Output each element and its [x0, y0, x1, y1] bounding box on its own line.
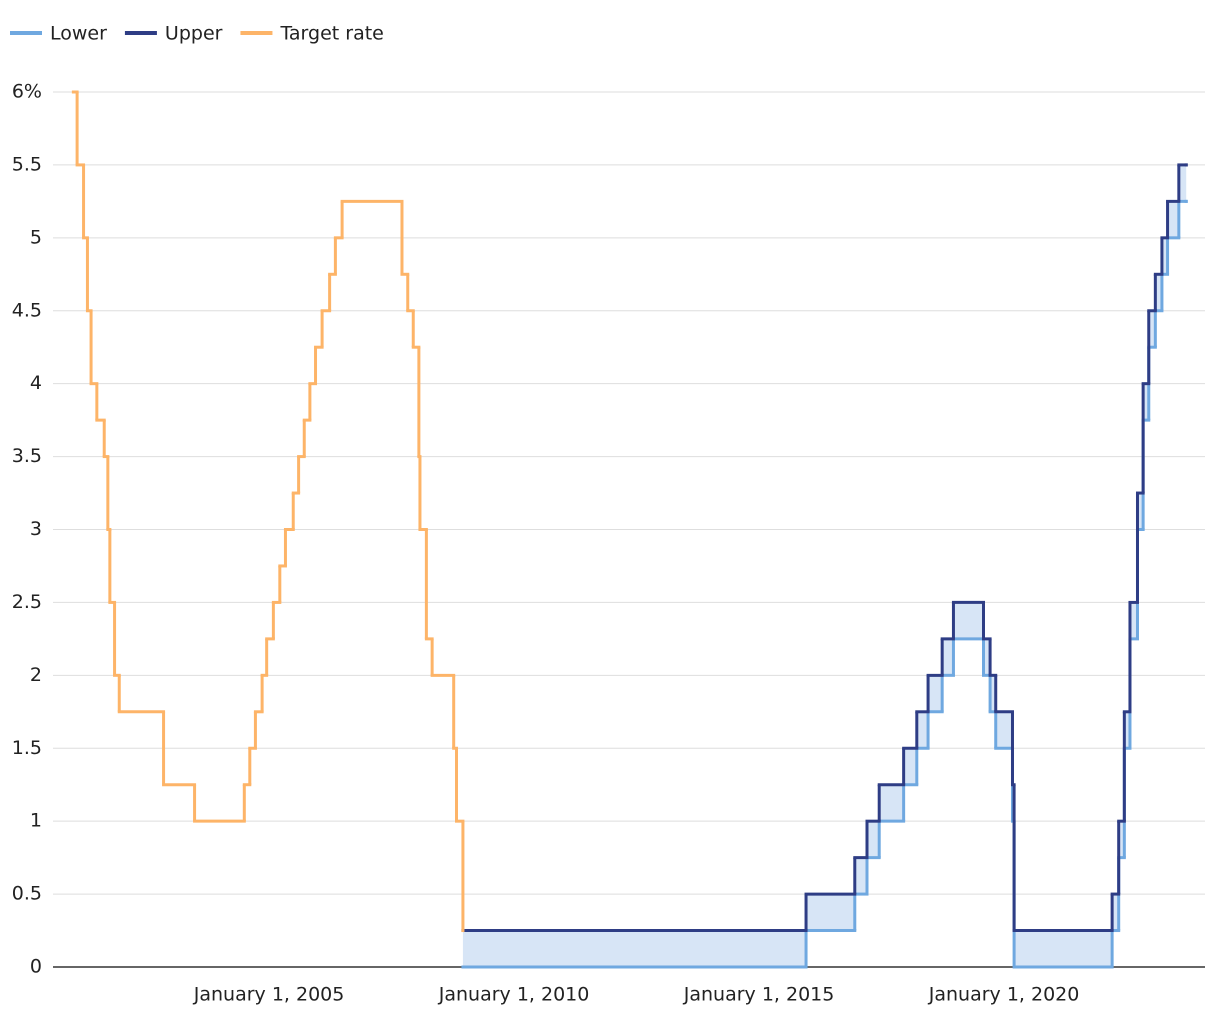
y-tick-label: 5.5 [12, 153, 42, 175]
y-tick-label: 6% [12, 81, 42, 103]
range-band [903, 748, 917, 785]
y-tick-label: 1 [30, 810, 42, 832]
x-tick-label: January 1, 2010 [438, 984, 590, 1006]
range-band [806, 894, 855, 931]
x-tick-label: January 1, 2015 [683, 984, 835, 1006]
range-band [953, 602, 984, 639]
range-band [942, 638, 954, 676]
x-tick-label: January 1, 2020 [928, 984, 1080, 1006]
y-tick-label: 4.5 [12, 299, 42, 321]
y-tick-label: 3 [30, 518, 42, 540]
range-band [1014, 930, 1113, 967]
y-tick-label: 5 [30, 226, 42, 248]
range-band [854, 857, 867, 895]
legend-label: Target rate [279, 23, 383, 45]
legend-label: Upper [165, 23, 223, 45]
range-band [995, 711, 1013, 749]
range-band [1118, 821, 1125, 858]
range-band [928, 675, 943, 712]
y-tick-label: 4 [30, 372, 42, 394]
range-band [1161, 237, 1168, 275]
legend-label: Lower [50, 23, 107, 45]
range-band [1112, 894, 1119, 931]
y-tick-label: 1.5 [12, 737, 42, 759]
y-tick-label: 0.5 [12, 883, 42, 905]
y-tick-label: 2.5 [12, 591, 42, 613]
range-band [1137, 493, 1144, 530]
y-tick-label: 2 [30, 664, 42, 686]
range-band [983, 638, 991, 676]
range-band [1129, 602, 1138, 639]
y-tick-label: 3.5 [12, 445, 42, 467]
range-band [1148, 310, 1156, 348]
range-band [866, 821, 880, 858]
range-band [1178, 164, 1187, 202]
range-band [879, 784, 904, 822]
range-band [1167, 201, 1179, 238]
range-band [1124, 711, 1130, 749]
range-band [462, 930, 807, 967]
range-band [916, 711, 929, 749]
range-band [1155, 274, 1162, 311]
range-band [1143, 383, 1149, 421]
range-band [990, 675, 996, 712]
x-tick-label: January 1, 2005 [193, 984, 345, 1006]
y-tick-label: 0 [30, 956, 42, 978]
